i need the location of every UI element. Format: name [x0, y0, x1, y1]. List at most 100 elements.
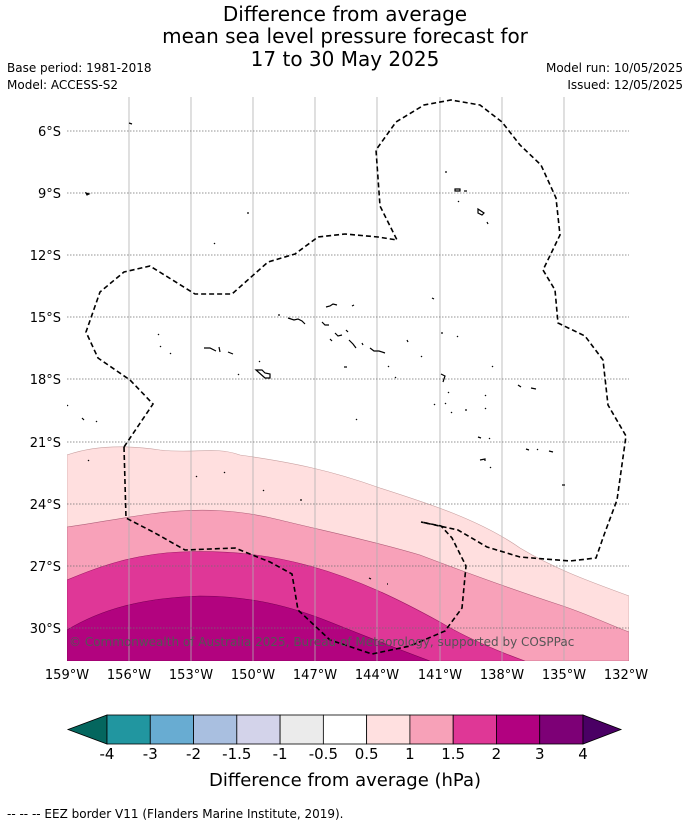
island — [95, 420, 98, 423]
colorbar-tick: -3 — [142, 745, 158, 763]
island — [67, 404, 69, 407]
lon-label: 147°W — [293, 668, 337, 683]
lat-gridlines — [67, 130, 629, 629]
island — [491, 365, 494, 368]
island — [489, 466, 492, 469]
lat-label: 9°S — [38, 187, 61, 202]
island — [477, 436, 482, 439]
island — [355, 418, 358, 421]
island — [237, 373, 240, 376]
lon-label: 156°W — [107, 668, 151, 683]
island — [287, 317, 306, 325]
colorbar-tick: 4 — [578, 745, 588, 763]
island — [81, 417, 85, 421]
title-line-1: Difference from average — [222, 2, 468, 26]
lon-label: 138°W — [480, 668, 524, 683]
map-panel: © Commonwealth of Australia 2025, Bureau… — [67, 97, 629, 661]
anomaly-band-2-3 — [67, 595, 431, 661]
lat-label: 12°S — [30, 249, 61, 264]
islands — [67, 122, 565, 585]
colorbar — [66, 714, 623, 745]
model-run: Model run: 10/05/2025 — [545, 61, 683, 75]
lat-label: 21°S — [30, 436, 61, 451]
island — [420, 355, 423, 358]
island — [369, 347, 386, 354]
colorbar-segment — [366, 714, 411, 745]
island — [484, 407, 487, 410]
lon-label: 141°W — [418, 668, 462, 683]
colorbar-tick: -2 — [186, 745, 202, 763]
lon-label: 159°W — [45, 668, 89, 683]
island — [254, 369, 271, 379]
colorbar-tick: -0.5 — [308, 745, 338, 763]
island — [484, 394, 487, 397]
lat-labels: 6°S 9°S 12°S 15°S 18°S 21°S 24°S 27°S 30… — [30, 125, 61, 637]
island — [454, 188, 461, 192]
issued-date: Issued: 12/05/2025 — [567, 78, 683, 92]
island — [223, 471, 226, 474]
lon-label: 150°W — [231, 668, 275, 683]
island — [488, 437, 491, 440]
colorbar-arrow-low — [66, 714, 108, 745]
island — [457, 200, 460, 203]
island — [450, 411, 453, 414]
lon-label: 132°W — [604, 668, 648, 683]
lon-label: 153°W — [169, 668, 213, 683]
island — [406, 339, 409, 343]
colorbar-segment — [322, 714, 368, 745]
colorbar-tick: 1.5 — [441, 745, 466, 763]
eez-border-cook-islands — [85, 99, 627, 562]
colorbar-segment — [193, 714, 238, 745]
eez-border-lower — [123, 446, 467, 655]
island — [159, 345, 162, 348]
island — [456, 335, 459, 338]
island — [218, 346, 221, 353]
island — [128, 122, 133, 125]
lat-label: 15°S — [30, 311, 61, 326]
lat-label: 6°S — [38, 125, 61, 140]
title-line-2: mean sea level pressure forecast for — [162, 24, 528, 48]
lon-label: 144°W — [355, 668, 399, 683]
island — [84, 191, 91, 196]
island — [447, 391, 450, 394]
island — [321, 321, 329, 326]
island — [525, 448, 530, 451]
footnote: -- -- -- EEZ border V11 (Flanders Marine… — [7, 807, 344, 821]
island — [433, 403, 436, 406]
eez-borders — [85, 99, 627, 655]
island — [325, 303, 338, 308]
colorbar-tick: 2 — [491, 745, 502, 763]
colorbar-segment — [236, 714, 281, 745]
island — [517, 384, 522, 388]
island — [387, 365, 390, 368]
island — [368, 577, 372, 580]
island — [213, 242, 216, 245]
island — [87, 459, 90, 462]
colorbar-tick: 3 — [534, 745, 545, 763]
lat-label: 30°S — [30, 622, 61, 637]
island — [157, 333, 160, 336]
island — [486, 221, 489, 225]
island — [169, 352, 172, 355]
colorbar-arrow-high — [582, 714, 623, 745]
island — [329, 338, 333, 342]
colorbar-segment — [496, 714, 541, 745]
title-line-3: 17 to 30 May 2025 — [250, 47, 440, 71]
island — [536, 448, 539, 451]
colorbar-segment — [106, 714, 151, 745]
island — [351, 304, 355, 307]
island — [440, 373, 446, 383]
model-name: Model: ACCESS-S2 — [7, 78, 119, 92]
island — [394, 376, 397, 379]
lat-label: 24°S — [30, 498, 61, 513]
island — [348, 339, 357, 349]
colorbar-segment — [452, 714, 497, 745]
island — [548, 450, 554, 453]
colorbar-segment — [539, 714, 584, 745]
island — [361, 342, 364, 346]
island — [431, 297, 435, 300]
island — [227, 351, 234, 355]
island — [195, 475, 198, 478]
island — [204, 347, 217, 352]
